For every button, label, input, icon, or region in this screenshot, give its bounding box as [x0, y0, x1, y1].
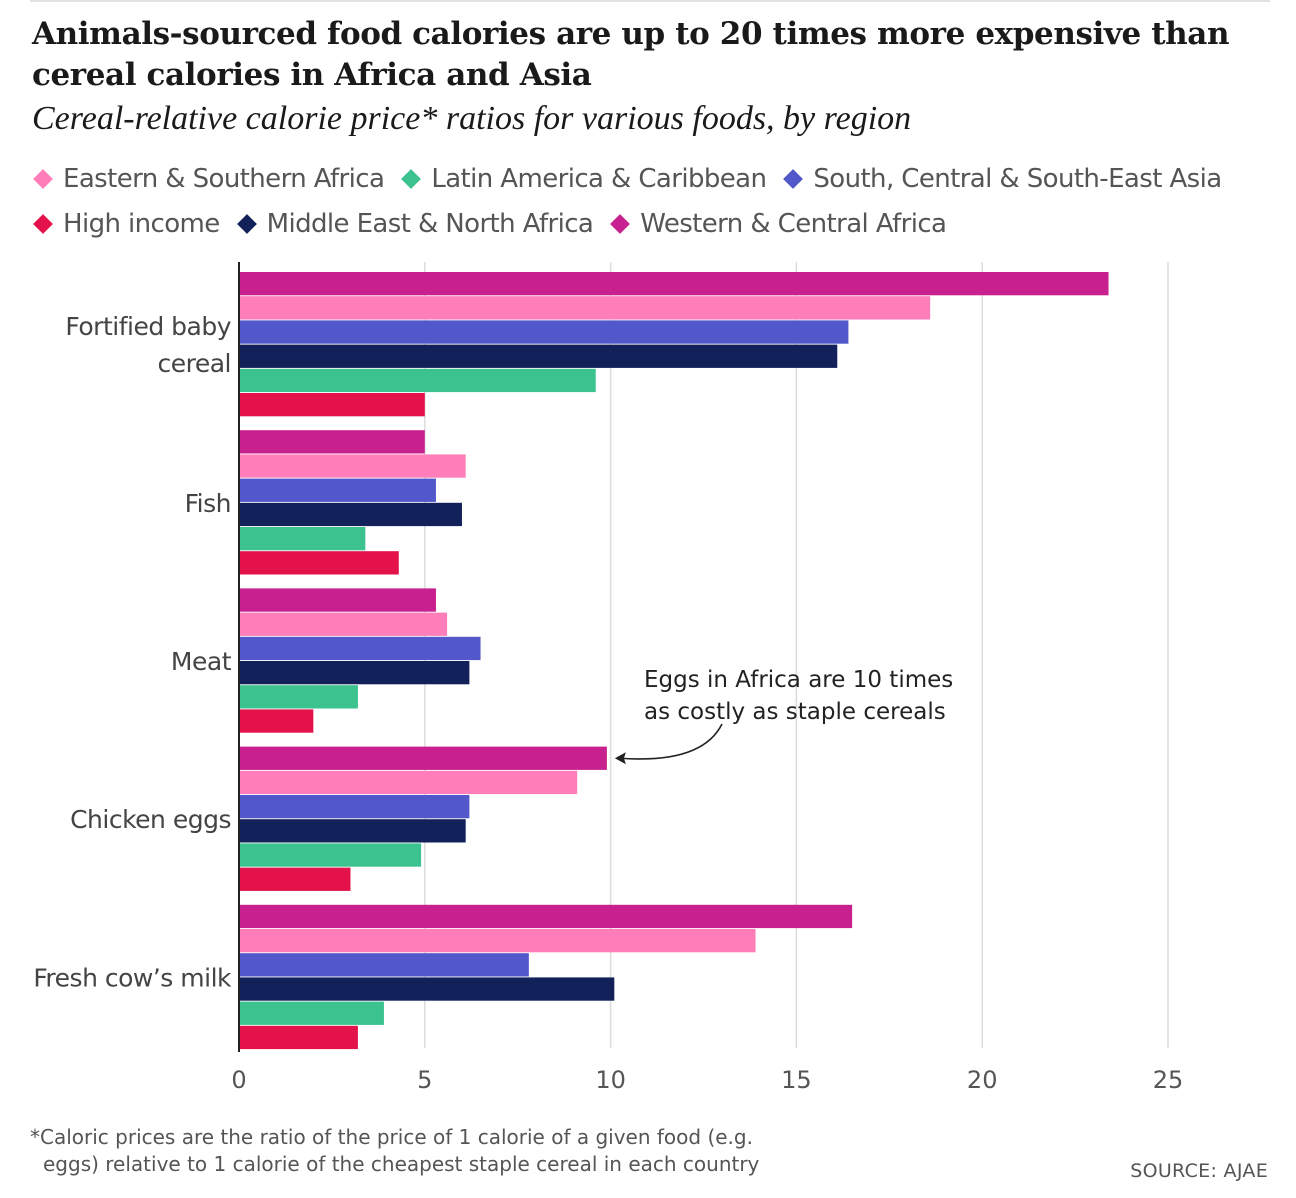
legend-item: Eastern & Southern Africa — [32, 163, 385, 194]
bar — [239, 1001, 384, 1025]
bar — [239, 904, 853, 929]
bar — [239, 770, 578, 795]
bar — [239, 430, 425, 454]
legend-swatch-diamond-icon — [33, 168, 53, 189]
legend-item: Middle East & North Africa — [236, 209, 594, 239]
legend-item: South, Central & South-East Asia — [782, 163, 1222, 194]
legend-swatch-diamond-icon — [783, 168, 804, 189]
legend-swatch-diamond-icon — [401, 168, 422, 189]
legend-swatch-diamond-icon — [236, 213, 257, 234]
bar — [239, 685, 358, 709]
footnote-line: *Caloric prices are the ratio of the pri… — [30, 1125, 753, 1149]
legend-swatch-diamond-icon — [610, 213, 631, 234]
bar — [239, 502, 462, 527]
bar — [239, 612, 448, 636]
tick-label: 0 — [231, 1066, 246, 1094]
tick-label: 20 — [967, 1066, 998, 1094]
chart-title: Animals-sourced food calories are up to … — [32, 16, 1230, 93]
bar — [239, 393, 425, 417]
footnote: *Caloric prices are the ratio of the pri… — [30, 1124, 850, 1178]
bar — [239, 527, 366, 551]
legend-label: Eastern & Southern Africa — [63, 163, 385, 194]
bar — [239, 454, 466, 478]
bar-chart: Fortified baby cereal Fish Meat Chicken eggs… — [33, 262, 1184, 1094]
bar — [239, 368, 596, 393]
bar — [239, 977, 615, 1001]
bar — [239, 478, 436, 502]
tick-label: 10 — [595, 1066, 626, 1094]
legend-label: High income — [63, 208, 220, 239]
tick-label: 15 — [781, 1066, 812, 1094]
bar — [239, 344, 838, 368]
bar — [239, 929, 756, 953]
bar — [239, 819, 466, 843]
bar — [239, 867, 351, 891]
category-label: Fresh cow’s milk — [33, 963, 232, 992]
bar — [239, 636, 481, 661]
legend-item: High income — [32, 209, 220, 239]
bar — [239, 1025, 358, 1050]
annotation-text: as costly as staple cereals — [644, 699, 946, 725]
tick-label: 5 — [417, 1066, 432, 1094]
bar — [239, 551, 399, 575]
category-label: Chicken eggs — [70, 805, 231, 834]
top-rule — [30, 0, 1270, 2]
bar — [239, 746, 607, 770]
category-label: cereal — [157, 349, 231, 378]
legend-swatch-diamond-icon — [33, 213, 53, 234]
legend-label: South, Central & South-East Asia — [813, 163, 1222, 194]
category-label: Meat — [171, 647, 232, 676]
tick-label: 25 — [1153, 1066, 1184, 1094]
legend-item: Latin America & Caribbean — [400, 163, 767, 194]
category-label: Fish — [185, 489, 231, 518]
category-label: Fortified baby — [65, 312, 231, 341]
legend-row: Eastern & Southern Africa Latin America &… — [32, 156, 1272, 201]
bar — [239, 795, 470, 819]
bar — [239, 661, 470, 685]
legend-label: Latin America & Caribbean — [431, 163, 767, 194]
bar — [239, 588, 436, 612]
bar — [239, 296, 931, 320]
legend-item: Western & Central Africa — [609, 208, 947, 239]
footnote-line: eggs) relative to 1 calorie of the cheap… — [43, 1152, 760, 1176]
legend: Eastern & Southern Africa Latin America &… — [32, 156, 1272, 246]
annotation-arrowhead-icon — [614, 752, 626, 765]
chart-subtitle: Cereal-relative calorie price* ratios fo… — [32, 100, 912, 137]
annotation-text: Eggs in Africa are 10 times — [644, 667, 953, 693]
annotation-arrow — [620, 723, 723, 760]
legend-label: Middle East & North Africa — [266, 208, 594, 239]
bar — [239, 272, 1109, 296]
bar — [239, 843, 422, 867]
legend-row: High income Middle East & North Africa Wes… — [32, 201, 1272, 246]
bar — [239, 320, 849, 344]
source-credit: SOURCE: AJAE — [1130, 1160, 1268, 1182]
legend-label: Western & Central Africa — [640, 208, 947, 239]
bar — [239, 953, 529, 977]
bar — [239, 709, 314, 733]
